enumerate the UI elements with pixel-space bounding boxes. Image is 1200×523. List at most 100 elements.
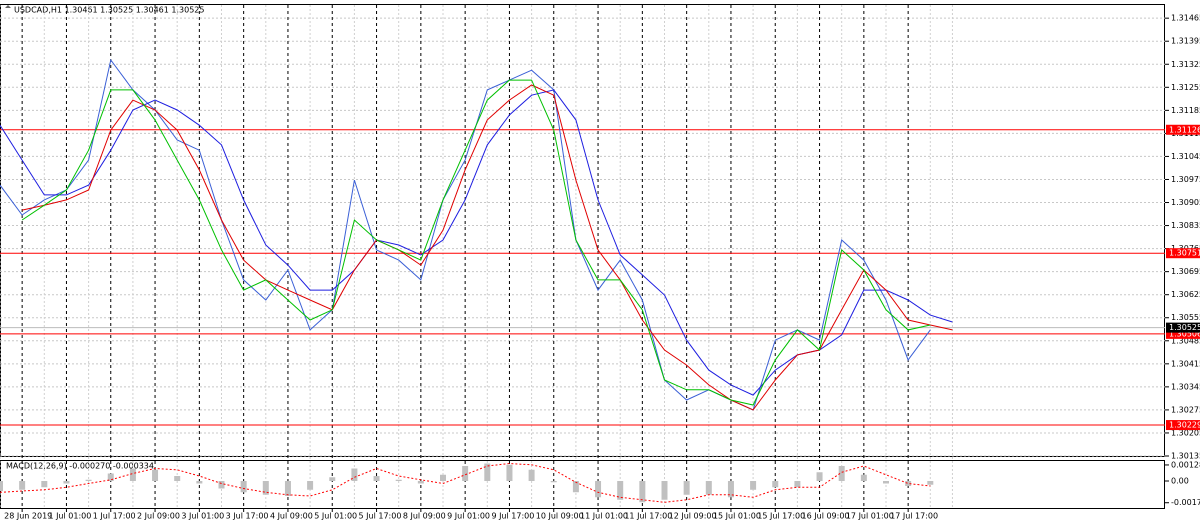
macd-bar	[905, 481, 912, 486]
y-tick-label: 1.31395	[1171, 37, 1200, 46]
macd-bar	[860, 474, 867, 481]
macd-bar	[750, 481, 757, 490]
x-tick-label: 5 Jul 01:00	[314, 512, 357, 521]
macd-bar	[705, 481, 712, 495]
x-tick-label: 9 Jul 01:00	[447, 512, 490, 521]
macd-bar	[506, 464, 513, 481]
level-tag	[1166, 248, 1200, 259]
y-tick-label: 1.31465	[1171, 14, 1200, 23]
x-tick-label: 3 Jul 17:00	[226, 512, 269, 521]
level-label: 1.30506	[1169, 329, 1200, 338]
y-tick-label: 1.31325	[1171, 60, 1200, 69]
x-tick-label: 15 Jul 17:00	[757, 512, 805, 521]
x-tick-label: 17 Jul 17:00	[890, 512, 938, 521]
y-tick-label: 1.30905	[1171, 198, 1200, 207]
y-tick-label: 1.30205	[1171, 428, 1200, 437]
y-tick-label: 1.30415	[1171, 359, 1200, 368]
macd-bar	[617, 481, 624, 500]
macd-bar	[772, 481, 779, 488]
last-price-label: 1.30525	[1169, 323, 1200, 332]
moving-average	[21, 79, 931, 406]
macd-bar	[528, 469, 535, 481]
y-tick-label: -0.001738	[1171, 498, 1200, 507]
x-tick-label: 3 Jul 01:00	[181, 512, 224, 521]
macd-bar	[816, 472, 823, 481]
signal-line	[0, 462, 931, 503]
last-price-tag	[1166, 322, 1200, 333]
macd-bar	[129, 468, 136, 481]
chart-title: USDCAD,H1 1.30461 1.30525 1.30461 1.3052…	[14, 6, 204, 15]
y-tick-label: 1.30835	[1171, 221, 1200, 230]
macd-bar	[107, 473, 114, 481]
level-label: 1.30229	[1169, 421, 1200, 430]
macd-bar	[639, 481, 646, 503]
y-tick-label: 1.30485	[1171, 336, 1200, 345]
macd-bar	[417, 481, 424, 484]
macd-bar	[174, 476, 181, 481]
x-tick-label: 11 Jul 01:00	[580, 512, 628, 521]
level-label: 1.30751	[1169, 249, 1200, 258]
x-tick-label: 16 Jul 09:00	[802, 512, 850, 521]
level-tag	[1166, 420, 1200, 431]
macd-bar	[484, 463, 491, 481]
x-tick-label: 15 Jul 01:00	[713, 512, 761, 521]
macd-bar	[41, 481, 48, 488]
x-tick-label: 28 Jun 2019	[4, 512, 52, 521]
x-tick-label: 1 Jul 17:00	[93, 512, 136, 521]
macd-bar	[63, 481, 70, 484]
macd-bar	[373, 476, 380, 481]
level-label: 1.31126	[1169, 125, 1200, 134]
macd-bar	[262, 481, 269, 495]
x-tick-label: 10 Jul 09:00	[536, 512, 584, 521]
macd-bar	[927, 481, 934, 485]
y-tick-label: 1.30345	[1171, 382, 1200, 391]
x-tick-label: 8 Jul 09:00	[403, 512, 446, 521]
moving-average	[21, 84, 953, 411]
x-tick-label: 12 Jul 09:00	[669, 512, 717, 521]
macd-bar	[883, 481, 889, 484]
macd-bar	[661, 481, 668, 500]
y-tick-label: 1.30135	[1171, 452, 1200, 461]
level-tag	[1166, 328, 1200, 339]
y-tick-label: 1.31255	[1171, 83, 1200, 92]
macd-title: MACD(12,26,9) -0.000270 -0.000334	[6, 462, 154, 471]
macd-bar	[727, 481, 734, 498]
y-tick-label: 1.30695	[1171, 267, 1200, 276]
level-tag	[1166, 124, 1200, 135]
x-tick-label: 17 Jul 01:00	[846, 512, 894, 521]
macd-bar	[307, 481, 314, 490]
x-tick-label: 4 Jul 09:00	[270, 512, 313, 521]
macd-bar	[572, 481, 579, 493]
macd-bar	[85, 479, 92, 481]
y-tick-label: 1.30275	[1171, 405, 1200, 414]
x-tick-label: 1 Jul 01:00	[48, 512, 91, 521]
y-tick-label: 1.30555	[1171, 313, 1200, 322]
macd-bar	[683, 481, 690, 495]
macd-bar	[152, 469, 159, 481]
macd-bar	[462, 466, 469, 481]
macd-bar	[440, 474, 446, 481]
macd-bar	[329, 477, 336, 481]
macd-bar	[838, 466, 845, 481]
y-tick-label: 1.30625	[1171, 290, 1200, 299]
symbol-icon	[5, 5, 11, 8]
macd-bar	[218, 481, 225, 489]
x-tick-label: 11 Jul 17:00	[624, 512, 672, 521]
macd-bar	[0, 481, 3, 491]
macd-bar	[351, 468, 358, 481]
macd-bar	[595, 481, 602, 498]
x-tick-label: 5 Jul 17:00	[359, 512, 402, 521]
y-tick-label: 1.31185	[1171, 106, 1200, 115]
macd-bar	[794, 481, 801, 488]
y-tick-label: 1.30975	[1171, 175, 1200, 184]
macd-bar	[395, 479, 402, 481]
macd-bar	[196, 481, 203, 484]
macd-bar	[550, 481, 557, 483]
macd-bar	[240, 481, 247, 493]
x-tick-label: 9 Jul 17:00	[491, 512, 534, 521]
moving-average	[0, 89, 953, 396]
macd-bar	[284, 481, 291, 496]
y-tick-label: 1.31045	[1171, 152, 1200, 161]
